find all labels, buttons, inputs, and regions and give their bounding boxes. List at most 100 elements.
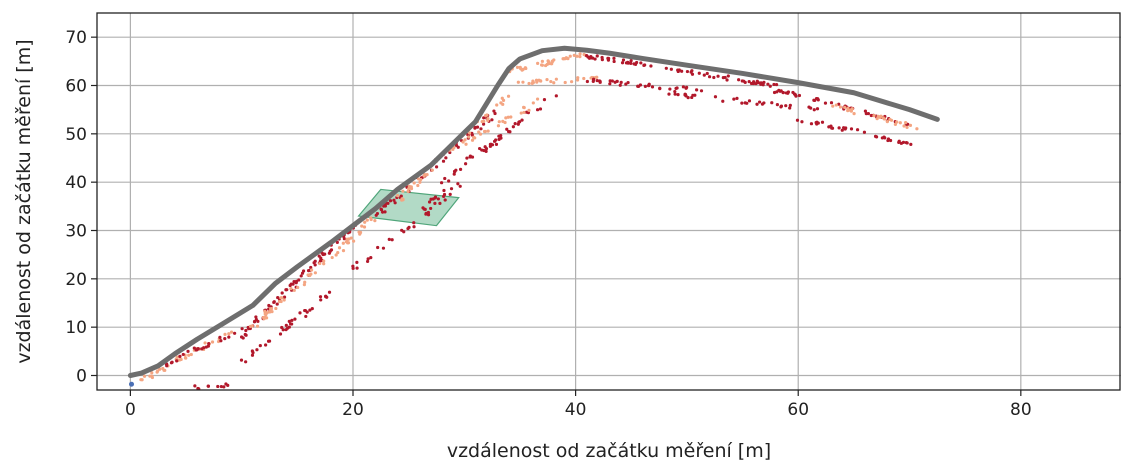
data-point: [178, 354, 182, 358]
data-point: [418, 180, 422, 184]
data-point: [788, 106, 792, 110]
data-point: [175, 355, 179, 359]
data-point: [823, 101, 828, 105]
data-point: [444, 156, 448, 160]
data-point: [496, 124, 501, 128]
data-point: [285, 288, 289, 292]
data-point: [511, 125, 515, 129]
data-point: [904, 121, 908, 125]
data-point: [675, 86, 679, 90]
data-point: [772, 82, 776, 87]
data-point: [501, 119, 505, 123]
data-point: [879, 114, 883, 118]
data-point: [417, 177, 421, 181]
data-point: [422, 174, 426, 178]
data-point: [223, 337, 227, 341]
data-point: [355, 260, 359, 264]
data-point: [712, 75, 716, 80]
data-point: [673, 92, 677, 96]
data-point: [452, 172, 456, 176]
data-point: [905, 141, 909, 145]
data-point: [448, 150, 452, 155]
data-point: [901, 140, 906, 145]
data-point: [572, 53, 576, 58]
data-point: [448, 192, 452, 196]
data-point: [300, 271, 305, 275]
data-point: [244, 360, 248, 364]
data-point: [761, 83, 765, 87]
data-point: [521, 80, 525, 84]
data-point: [463, 138, 467, 142]
data-point: [538, 79, 543, 83]
data-point: [544, 63, 548, 68]
trajectory-layer: [127, 45, 940, 387]
data-point: [349, 236, 353, 240]
data-point: [885, 120, 889, 124]
data-point: [747, 80, 751, 84]
data-point: [535, 97, 540, 101]
data-point: [429, 206, 433, 211]
data-point: [345, 238, 350, 242]
data-point: [638, 83, 643, 87]
data-point: [399, 194, 403, 198]
data-point: [183, 356, 188, 360]
data-point: [849, 109, 853, 113]
data-point: [735, 96, 739, 100]
data-point: [319, 298, 323, 302]
data-point: [549, 79, 553, 84]
data-point: [150, 371, 154, 375]
data-point: [478, 132, 483, 136]
data-point: [224, 382, 228, 386]
data-point: [686, 96, 690, 100]
data-point: [723, 75, 727, 80]
data-point: [757, 100, 762, 104]
data-point: [855, 128, 860, 132]
data-point: [346, 241, 351, 245]
data-point: [905, 125, 909, 130]
data-point: [309, 272, 313, 276]
data-point: [561, 57, 565, 61]
data-point: [809, 106, 813, 110]
data-point: [309, 268, 314, 272]
data-point: [309, 265, 313, 270]
y-tick-label: 0: [76, 367, 87, 387]
data-point: [743, 101, 747, 105]
data-point: [293, 317, 297, 321]
data-point: [438, 201, 442, 205]
data-point: [258, 344, 262, 348]
data-point: [754, 81, 758, 86]
data-point: [643, 63, 647, 67]
data-point: [504, 116, 508, 120]
data-point: [473, 126, 477, 130]
data-point: [713, 95, 718, 99]
data-point: [506, 115, 510, 119]
data-point: [244, 333, 248, 337]
data-point: [775, 103, 779, 107]
data-point: [310, 306, 314, 311]
data-point: [379, 207, 383, 211]
data-point: [834, 103, 838, 107]
data-point: [830, 126, 835, 130]
data-point: [336, 251, 340, 255]
data-point: [292, 288, 296, 292]
data-point: [762, 80, 766, 84]
data-point: [624, 82, 628, 86]
data-point: [797, 93, 802, 98]
x-axis-label: vzdálenost od začátku měření [m]: [447, 440, 771, 462]
data-point: [591, 56, 595, 60]
data-point: [362, 225, 367, 229]
data-point: [330, 255, 334, 260]
data-point: [412, 225, 416, 229]
data-point: [779, 104, 784, 108]
data-point: [255, 324, 260, 328]
data-point: [494, 142, 499, 146]
data-point: [387, 237, 391, 241]
data-point: [795, 118, 800, 122]
data-point: [179, 357, 183, 362]
data-point: [381, 246, 386, 250]
data-point: [494, 138, 498, 142]
data-point: [482, 119, 486, 123]
data-point: [575, 78, 580, 82]
data-point: [241, 336, 245, 340]
y-tick-label: 60: [65, 77, 87, 97]
